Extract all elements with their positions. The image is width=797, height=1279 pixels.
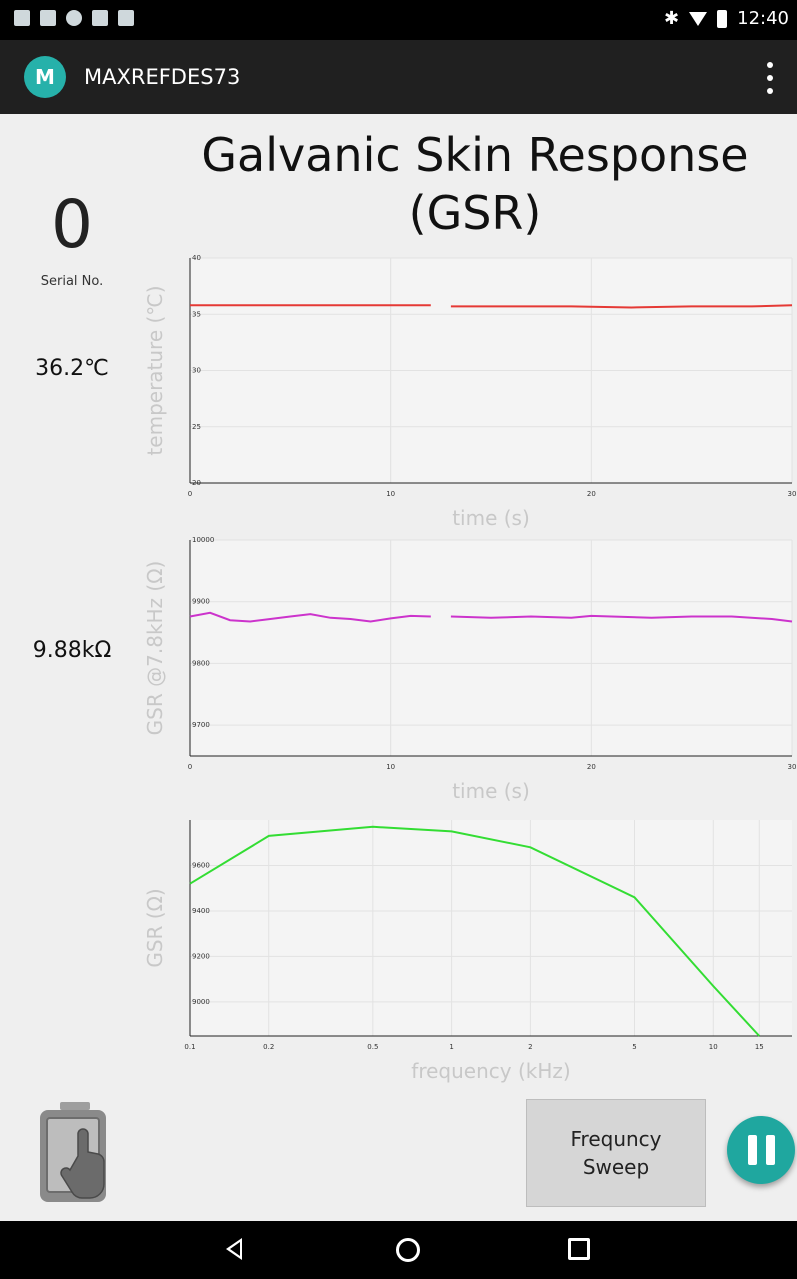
gsr-y-title: GSR (Ω) — [143, 888, 167, 967]
series-line-1 — [189, 611, 431, 623]
briefcase-icon — [92, 10, 108, 26]
series-line-1 — [189, 825, 761, 1037]
gsr-time-x-title: time (s) — [452, 779, 530, 803]
y-tick-label: 9600 — [192, 861, 210, 869]
serial-number-value: 0 — [51, 186, 93, 263]
clock: 12:40 — [737, 8, 789, 29]
x-tick-label: 0.5 — [367, 1043, 378, 1051]
bluetooth-icon: ✱ — [664, 8, 680, 29]
device-touch-icon — [40, 1102, 106, 1202]
notification-icons — [14, 10, 134, 26]
wifi-icon — [689, 11, 708, 26]
mail-icon — [40, 10, 56, 26]
series-line-2 — [450, 304, 793, 309]
app-bar: M MAXREFDES73 — [0, 40, 797, 114]
x-tick-label: 30 — [788, 763, 797, 771]
image-icon — [14, 10, 30, 26]
x-tick-label: 1 — [449, 1043, 453, 1051]
back-icon[interactable] — [226, 1238, 242, 1260]
y-tick-label: 30 — [192, 367, 201, 375]
x-tick-label: 2 — [528, 1043, 532, 1051]
x-tick-label: 0.1 — [184, 1043, 195, 1051]
y-tick-label: 25 — [192, 423, 201, 431]
plot-area — [190, 540, 792, 756]
temperature-y-title: temperature (℃) — [143, 285, 167, 455]
frequency-x-title: frequency (kHz) — [411, 1059, 570, 1083]
wifi-off-icon — [66, 10, 82, 26]
x-tick-label: 20 — [587, 490, 596, 498]
temperature-reading: 36.2℃ — [35, 356, 109, 381]
pause-button[interactable] — [727, 1116, 795, 1184]
gsr-frequency-chart: 0.1 0.2 0.5 1 2 5 10 15 9000 9200 9400 9600 frequenc… — [143, 820, 792, 1083]
y-tick-label: 9700 — [192, 721, 210, 729]
y-tick-label: 9900 — [192, 598, 210, 606]
gsr-time-y-title: GSR @7.8kHz (Ω) — [143, 561, 167, 736]
series-line-2 — [450, 614, 793, 623]
y-tick-label: 40 — [192, 254, 201, 262]
page-title: Galvanic Skin Response (GSR) — [201, 128, 749, 240]
battery-icon — [717, 9, 728, 28]
gsr-time-chart: 0 10 20 30 9700 9800 9900 10000 time (s) GSR @7.8… — [143, 536, 797, 803]
y-tick-label: 9800 — [192, 659, 210, 667]
briefcase-icon — [118, 10, 134, 26]
overflow-menu-icon[interactable] — [767, 62, 773, 94]
y-tick-label: 9400 — [192, 907, 210, 915]
y-tick-label: 9000 — [192, 998, 210, 1006]
pause-icon — [747, 1135, 757, 1165]
frequency-sweep-button[interactable]: Frequncy Sweep — [526, 1099, 706, 1207]
navigation-bar — [0, 1221, 797, 1279]
y-tick-label: 35 — [192, 310, 201, 318]
app-title: MAXREFDES73 — [84, 65, 241, 89]
maxim-logo-icon: M — [24, 56, 66, 98]
serial-number-label: Serial No. — [40, 274, 104, 289]
home-icon[interactable] — [396, 1238, 420, 1262]
x-tick-label: 0 — [188, 763, 192, 771]
y-tick-label: 9200 — [192, 952, 210, 960]
x-tick-label: 30 — [788, 490, 797, 498]
status-bar: ✱ 12:40 — [0, 0, 797, 40]
temperature-x-title: time (s) — [452, 506, 530, 530]
recents-icon[interactable] — [568, 1238, 590, 1260]
x-tick-label: 5 — [632, 1043, 636, 1051]
x-tick-label: 15 — [755, 1043, 764, 1051]
x-tick-label: 0.2 — [263, 1043, 274, 1051]
plot-area — [190, 820, 792, 1036]
x-tick-label: 20 — [587, 763, 596, 771]
x-tick-label: 10 — [386, 490, 395, 498]
x-tick-label: 0 — [188, 490, 192, 498]
y-tick-label: 10000 — [192, 536, 214, 544]
gsr-reading: 9.88kΩ — [32, 638, 112, 663]
x-tick-label: 10 — [386, 763, 395, 771]
x-tick-label: 10 — [709, 1043, 718, 1051]
system-icons: ✱ 12:40 — [664, 8, 789, 29]
device-icon[interactable] — [38, 1100, 114, 1208]
